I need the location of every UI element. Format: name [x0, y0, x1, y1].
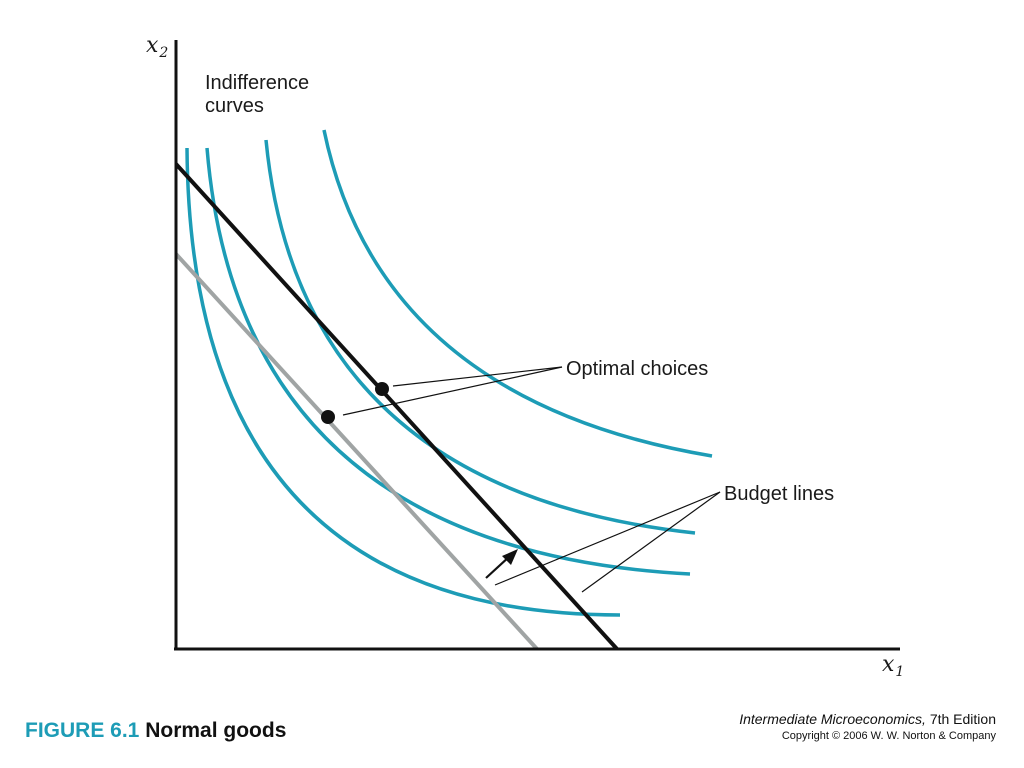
optimal-point-new: [375, 382, 389, 396]
figure-title: Normal goods: [145, 719, 287, 742]
book-credit: Intermediate Microeconomics, 7th Edition…: [739, 711, 996, 742]
indifference-label-line2: curves: [205, 95, 264, 117]
old-budget-line: [174, 252, 539, 651]
book-title: Intermediate Microeconomics,: [739, 711, 926, 727]
indifference-curves: [185, 129, 713, 617]
budget-leader-old: [494, 491, 721, 586]
optimal-leader-original: [342, 366, 563, 416]
normal-goods-diagram: x2 x1 Indifference curves Optimal choice…: [146, 33, 904, 680]
shift-arrow: [485, 549, 518, 579]
copyright-line: Copyright © 2006 W. W. Norton & Company: [781, 730, 996, 742]
axes: [174, 40, 900, 651]
indifference-curve-4: [322, 129, 713, 458]
indifference-label-line1: Indifference: [205, 72, 309, 94]
indifference-curve-2: [205, 147, 691, 576]
optimal-point-original: [321, 410, 335, 424]
book-edition: 7th Edition: [929, 711, 996, 727]
leader-lines: [342, 366, 721, 593]
figure-caption: FIGURE 6.1 Normal goods: [25, 719, 286, 743]
indifference-curve-1: [185, 147, 621, 617]
new-budget-line: [174, 162, 619, 651]
budget-leader-new: [581, 491, 721, 593]
budget-lines-label: Budget lines: [724, 483, 834, 505]
optimal-leader-new: [392, 366, 563, 387]
figure-number: FIGURE 6.1: [25, 719, 140, 742]
book-line: Intermediate Microeconomics, 7th Edition: [739, 711, 996, 727]
y-axis-label: x2: [146, 33, 168, 61]
x-axis-label: x1: [882, 652, 904, 680]
indifference-curve-3: [264, 139, 696, 535]
optimal-choices-label: Optimal choices: [566, 358, 708, 380]
